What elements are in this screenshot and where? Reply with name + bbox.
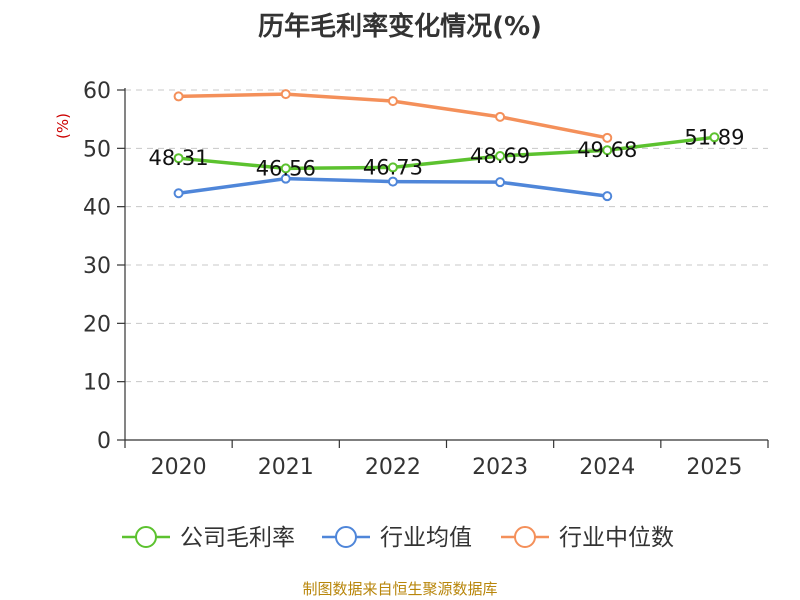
y-axis-label: (%) bbox=[54, 113, 72, 139]
data-label: 46.56 bbox=[256, 156, 316, 180]
data-point bbox=[602, 191, 613, 202]
legend-marker bbox=[335, 526, 357, 548]
source-note: 制图数据来自恒生聚源数据库 bbox=[302, 580, 498, 598]
data-point bbox=[495, 111, 506, 122]
x-tick-label: 2022 bbox=[365, 455, 421, 480]
series-line-0 bbox=[178, 135, 715, 171]
y-tick-labels: 0 10 20 30 40 50 60 bbox=[83, 79, 111, 454]
x-tick-label: 2021 bbox=[258, 455, 314, 480]
data-point bbox=[387, 96, 398, 107]
data-point bbox=[602, 132, 613, 143]
series-lines bbox=[173, 89, 720, 202]
legend-marker bbox=[135, 526, 157, 548]
data-point bbox=[602, 145, 613, 156]
data-label: 48.31 bbox=[149, 146, 209, 170]
chart-title: 历年毛利率变化情况(%) bbox=[258, 12, 542, 42]
axes bbox=[117, 88, 769, 448]
data-point bbox=[280, 89, 291, 100]
legend-label: 行业均值 bbox=[380, 525, 472, 551]
data-point bbox=[495, 177, 506, 188]
grid-lines bbox=[125, 89, 768, 383]
data-point bbox=[280, 173, 291, 184]
legend-label: 行业中位数 bbox=[559, 525, 674, 551]
data-point bbox=[495, 150, 506, 161]
data-label: 51.89 bbox=[684, 125, 744, 149]
data-point bbox=[387, 176, 398, 187]
data-label: 46.73 bbox=[363, 155, 423, 179]
data-label: 48.69 bbox=[470, 144, 530, 168]
y-tick-label: 0 bbox=[97, 429, 111, 454]
data-label: 49.68 bbox=[577, 138, 637, 162]
legend: 公司毛利率 行业均值 行业中位数 bbox=[122, 525, 674, 551]
data-point bbox=[173, 91, 184, 102]
legend-label: 公司毛利率 bbox=[180, 525, 295, 551]
data-point bbox=[173, 188, 184, 199]
x-tick-label: 2020 bbox=[151, 455, 207, 480]
y-tick-label: 40 bbox=[83, 196, 111, 221]
y-tick-label: 30 bbox=[83, 254, 111, 279]
data-point bbox=[387, 162, 398, 173]
x-tick-labels: 2020 2021 2022 2023 2024 2025 bbox=[151, 455, 743, 480]
x-tick-label: 2023 bbox=[472, 455, 528, 480]
legend-marker bbox=[514, 526, 536, 548]
y-tick-label: 10 bbox=[83, 371, 111, 396]
y-tick-label: 20 bbox=[83, 312, 111, 337]
y-tick-label: 60 bbox=[83, 79, 111, 104]
data-point bbox=[709, 132, 720, 143]
data-point bbox=[280, 163, 291, 174]
x-tick-label: 2025 bbox=[686, 455, 742, 480]
x-tick-label: 2024 bbox=[579, 455, 635, 480]
data-labels: 48.31 46.56 46.73 48.69 49.68 51.89 bbox=[149, 125, 745, 180]
y-tick-label: 50 bbox=[83, 137, 111, 162]
data-point bbox=[173, 153, 184, 164]
